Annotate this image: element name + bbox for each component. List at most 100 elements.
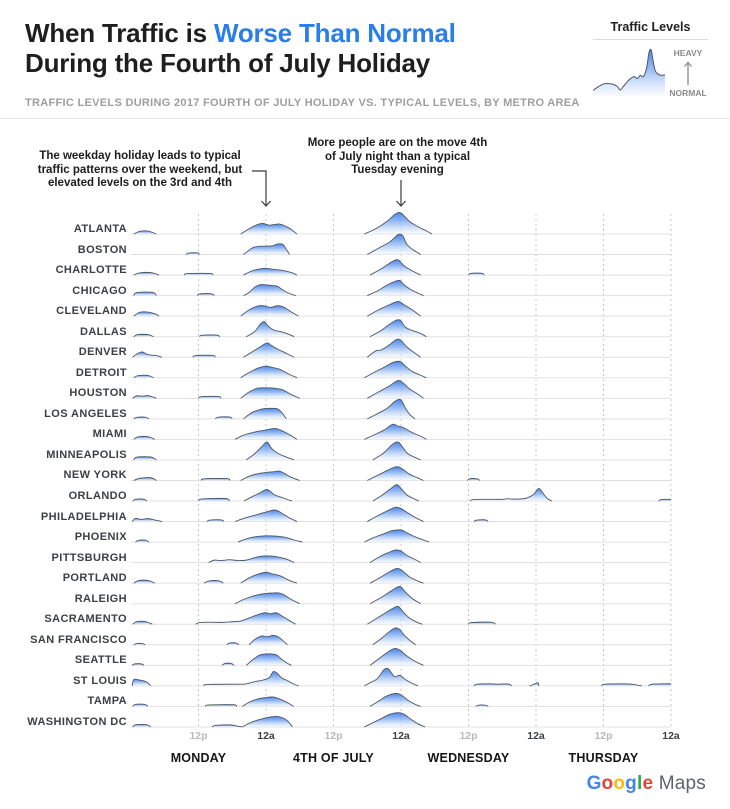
ridgeline-row: [234, 586, 421, 605]
annotation-weekend-pattern: The weekday holiday leads to typical tra…: [25, 150, 255, 191]
ridgeline-row: [133, 568, 424, 584]
axis-tick-label: 12a: [392, 730, 410, 742]
city-label: MINNEAPOLIS: [46, 448, 127, 461]
google-wordmark: Google: [587, 773, 654, 794]
axis-day-label: THURSDAY: [568, 751, 639, 765]
city-label: PORTLAND: [62, 572, 127, 585]
city-label: LOS ANGELES: [44, 407, 127, 420]
axis-tick-label: 12p: [189, 730, 208, 742]
google-maps-logo: Google Maps: [587, 773, 706, 795]
axis-tick-label: 12a: [662, 730, 680, 742]
city-label: PHILADELPHIA: [40, 510, 127, 523]
axis-tick-label: 12p: [594, 730, 613, 742]
city-label: RALEIGH: [74, 592, 127, 605]
annotation-arrows: [252, 170, 406, 207]
city-label: CLEVELAND: [56, 305, 127, 318]
legend-divider: [593, 39, 708, 40]
legend-heavy-label: HEAVY: [673, 48, 703, 58]
legend-body: HEAVY NORMAL: [593, 46, 715, 98]
city-label: DETROIT: [75, 366, 127, 379]
axis-day-label: 4TH OF JULY: [293, 751, 374, 765]
header-divider: [0, 118, 730, 119]
ridgeline-row: [133, 466, 481, 481]
ridgeline-row: [133, 301, 421, 317]
axis-tick-label: 12p: [324, 730, 343, 742]
city-label: HOUSTON: [69, 387, 127, 400]
city-label: CHARLOTTE: [55, 264, 127, 277]
ridgeline-row: [131, 647, 424, 666]
down-arrow-icon: [396, 180, 406, 207]
city-label: ORLANDO: [68, 490, 127, 503]
ridgeline-row: [132, 692, 489, 707]
up-arrow-icon: [684, 61, 692, 85]
ridgeline-row: [133, 398, 416, 420]
annotation-line: elevated levels on the 3rd and 4th: [47, 177, 233, 189]
annotation-line: The weekday holiday leads to typical: [39, 150, 241, 162]
ridgeline-row: [208, 549, 421, 564]
ridgeline-row: [133, 441, 421, 461]
ridgeline-row: [132, 338, 421, 358]
title-line2: During the Fourth of July Holiday: [25, 48, 431, 78]
annotation-line: of July night than a typical: [324, 150, 471, 163]
ridgeline-row: [132, 605, 496, 625]
city-label: MIAMI: [92, 428, 127, 441]
axis-day-label: MONDAY: [170, 751, 227, 765]
axis-tick-label: 12a: [527, 730, 545, 742]
ridgeline-row: [185, 233, 421, 255]
gridlines: [198, 214, 672, 729]
city-label: DALLAS: [79, 325, 127, 338]
city-label: ST LOUIS: [73, 674, 127, 687]
brand-letter: g: [625, 773, 637, 794]
axis-day-label: WEDNESDAY: [427, 751, 510, 765]
ridgeline-series: [131, 211, 672, 728]
ridgeline-row: [133, 423, 427, 440]
ridgeline-row: [133, 360, 427, 379]
ridgeline-row: [133, 319, 427, 338]
annotation-july4-night: More people are on the move 4th of July …: [300, 137, 495, 178]
city-label: WASHINGTON DC: [27, 715, 127, 728]
brand-letter: e: [642, 773, 654, 794]
ridgeline-row: [133, 259, 485, 276]
subtitle: TRAFFIC LEVELS DURING 2017 FOURTH OF JUL…: [25, 97, 580, 109]
brand-letter: l: [636, 773, 643, 794]
legend-title: Traffic Levels: [610, 20, 691, 34]
ridgeline-row: [132, 379, 424, 399]
ridgeline-row: [132, 484, 672, 502]
legend-curve: [593, 48, 665, 96]
legend-normal-label: NORMAL: [669, 88, 707, 98]
annotation-line: traffic patterns over the weekend, but: [37, 163, 243, 176]
annotation-line: Tuesday evening: [351, 164, 444, 176]
city-label: TAMPA: [87, 695, 127, 708]
ridgeline-row: [131, 506, 489, 522]
city-label: DENVER: [78, 346, 127, 359]
legend-traffic-levels: Traffic Levels HEAVY NORMAL: [593, 20, 715, 98]
axis-tick-label: 12a: [257, 730, 275, 742]
page-title: When Traffic is Worse Than Normal During…: [25, 18, 456, 78]
city-label: SEATTLE: [74, 654, 127, 667]
ridgeline-row: [133, 279, 424, 297]
ridgeline-row: [131, 667, 672, 687]
ridgeline-row: [133, 211, 433, 235]
city-label: BOSTON: [77, 243, 127, 256]
down-arrow-icon: [252, 170, 271, 207]
city-label: PHOENIX: [74, 531, 127, 544]
maps-wordmark: Maps: [658, 773, 706, 794]
ridgeline-row: [132, 712, 426, 728]
city-label: SAN FRANCISCO: [30, 633, 127, 646]
city-label: ATLANTA: [73, 223, 127, 235]
city-label: CHICAGO: [72, 284, 127, 297]
brand-letter: o: [613, 773, 626, 794]
title-highlight: Worse Than Normal: [213, 18, 456, 48]
legend-scale: HEAVY NORMAL: [665, 46, 711, 98]
ridgeline-row: [135, 529, 430, 543]
city-label: PITTSBURGH: [51, 551, 127, 564]
city-label: NEW YORK: [63, 469, 127, 482]
ridgeline-row: [133, 627, 416, 646]
title-prefix: When Traffic is: [25, 18, 214, 48]
brand-letter: G: [586, 773, 602, 794]
annotation-line: More people are on the move 4th: [307, 137, 488, 149]
city-label: SACRAMENTO: [44, 613, 127, 626]
axis-tick-label: 12p: [459, 730, 478, 742]
